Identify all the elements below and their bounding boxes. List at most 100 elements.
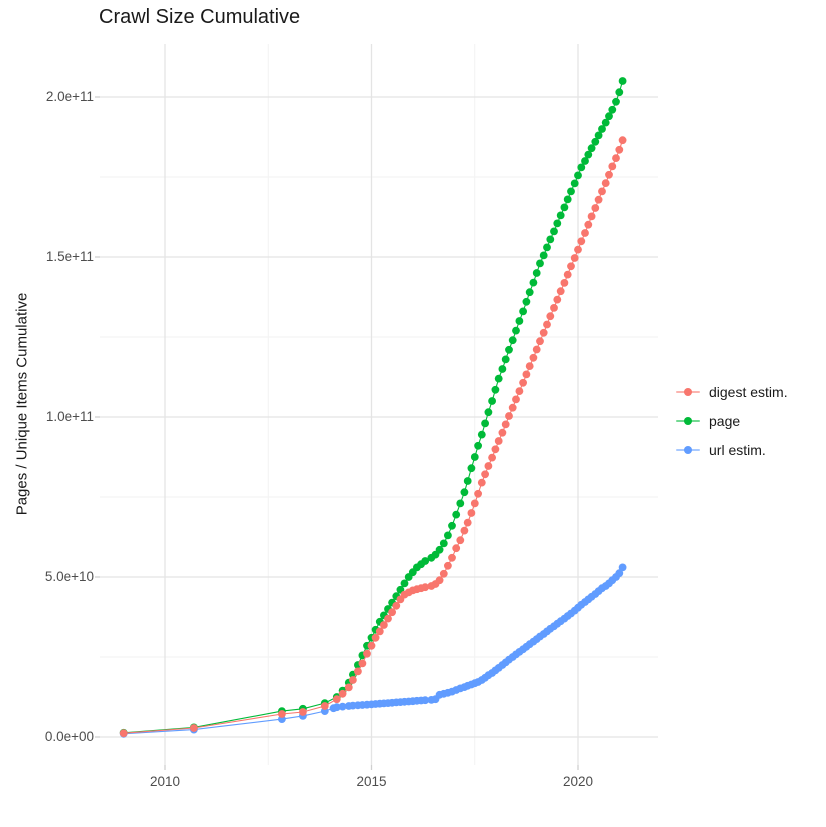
data-point-digest-estim xyxy=(546,312,555,321)
data-point-digest-estim xyxy=(498,428,507,437)
data-point-page xyxy=(400,579,409,588)
data-point-digest-estim xyxy=(452,544,461,553)
data-point-page xyxy=(584,150,593,159)
data-point-page xyxy=(452,510,461,519)
data-point-digest-estim xyxy=(615,145,624,154)
data-point-page xyxy=(522,297,531,306)
data-point-digest-estim xyxy=(338,689,347,698)
data-point-digest-estim xyxy=(515,387,524,395)
legend-key-digest-estim xyxy=(676,387,700,397)
data-point-digest-estim xyxy=(467,509,476,517)
data-point-page xyxy=(481,419,489,428)
data-point-page xyxy=(612,97,620,106)
legend-label: url estim. xyxy=(709,441,766,458)
data-point-digest-estim xyxy=(536,337,544,346)
data-point-page xyxy=(570,179,579,188)
data-point-page xyxy=(477,430,486,439)
data-point-page xyxy=(567,187,575,196)
data-point-digest-estim xyxy=(444,561,452,570)
data-point-digest-estim xyxy=(608,162,617,171)
data-point-page xyxy=(498,365,507,373)
y-tick-label-4: 2.0e+11 xyxy=(45,89,94,104)
data-point-digest-estim xyxy=(563,270,572,279)
data-point-digest-estim xyxy=(375,627,384,636)
data-point-digest-estim xyxy=(550,304,558,312)
data-point-page xyxy=(591,137,600,146)
data-point-url-estim xyxy=(618,563,627,572)
legend: digest estim. page url estim. xyxy=(676,377,788,464)
data-point-page xyxy=(543,243,551,252)
data-point-digest-estim xyxy=(299,708,307,716)
legend-dot-swatch xyxy=(684,445,692,454)
data-point-page xyxy=(491,385,500,394)
legend-item-page: page xyxy=(676,406,788,435)
data-point-page xyxy=(563,195,572,204)
legend-label: digest estim. xyxy=(709,383,788,400)
data-point-digest-estim xyxy=(618,136,627,145)
chart-title: Crawl Size Cumulative xyxy=(99,6,301,28)
data-point-digest-estim xyxy=(539,328,548,337)
data-point-digest-estim xyxy=(567,262,575,271)
data-point-page xyxy=(456,499,465,508)
data-point-digest-estim xyxy=(570,254,579,262)
data-point-digest-estim xyxy=(332,695,341,704)
data-point-page xyxy=(439,539,448,548)
data-point-digest-estim xyxy=(349,676,357,684)
legend-item-url-estim: url estim. xyxy=(676,435,788,464)
data-point-page xyxy=(421,557,430,565)
data-point-page xyxy=(470,453,479,461)
data-point-url-estim xyxy=(332,703,341,712)
data-point-digest-estim xyxy=(556,287,565,296)
data-point-page xyxy=(587,144,596,153)
data-point-page xyxy=(598,125,606,133)
legend-key-url-estim xyxy=(676,445,700,455)
data-point-digest-estim xyxy=(577,237,586,246)
data-point-digest-estim xyxy=(320,702,329,710)
data-point-page xyxy=(529,278,538,287)
data-point-digest-estim xyxy=(508,403,517,412)
data-point-digest-estim xyxy=(594,195,603,204)
data-point-digest-estim xyxy=(463,518,472,527)
data-point-digest-estim xyxy=(605,170,613,179)
data-point-digest-estim xyxy=(491,445,500,454)
data-point-page xyxy=(574,171,582,180)
data-point-digest-estim xyxy=(344,683,353,692)
data-point-page xyxy=(556,211,565,220)
legend-key-page xyxy=(676,416,700,426)
data-point-digest-estim xyxy=(460,526,469,535)
series-url-estim xyxy=(119,563,627,738)
data-point-page xyxy=(463,477,472,485)
series-line-url-estim xyxy=(123,567,624,735)
series-digest-estim xyxy=(119,136,627,738)
data-point-digest-estim xyxy=(560,279,569,287)
data-point-digest-estim xyxy=(532,345,541,354)
data-point-digest-estim xyxy=(519,378,527,387)
data-point-digest-estim xyxy=(591,204,600,212)
data-point-page xyxy=(536,259,544,268)
data-point-page xyxy=(594,131,603,140)
data-point-page xyxy=(546,235,555,244)
data-point-page xyxy=(505,345,513,354)
data-point-digest-estim xyxy=(358,659,367,668)
data-point-digest-estim xyxy=(512,395,520,404)
data-point-digest-estim xyxy=(421,583,430,592)
y-tick-label-2: 1.0e+11 xyxy=(45,409,94,424)
y-tick-label-1: 5.0e+10 xyxy=(44,569,94,584)
data-point-page xyxy=(501,355,510,364)
data-point-digest-estim xyxy=(384,614,392,623)
data-point-digest-estim xyxy=(488,453,496,462)
x-tick-label-2015: 2015 xyxy=(356,774,387,789)
data-point-digest-estim xyxy=(529,353,538,362)
data-point-page xyxy=(484,408,493,417)
data-point-page xyxy=(615,88,624,97)
data-point-digest-estim xyxy=(367,641,376,650)
data-point-digest-estim xyxy=(484,462,493,470)
legend-label: page xyxy=(709,412,741,429)
data-point-digest-estim xyxy=(119,729,128,738)
data-point-digest-estim xyxy=(439,569,448,578)
data-point-page xyxy=(560,203,569,212)
data-point-digest-estim xyxy=(388,608,396,617)
legend-item-digest-estim: digest estim. xyxy=(676,377,788,406)
